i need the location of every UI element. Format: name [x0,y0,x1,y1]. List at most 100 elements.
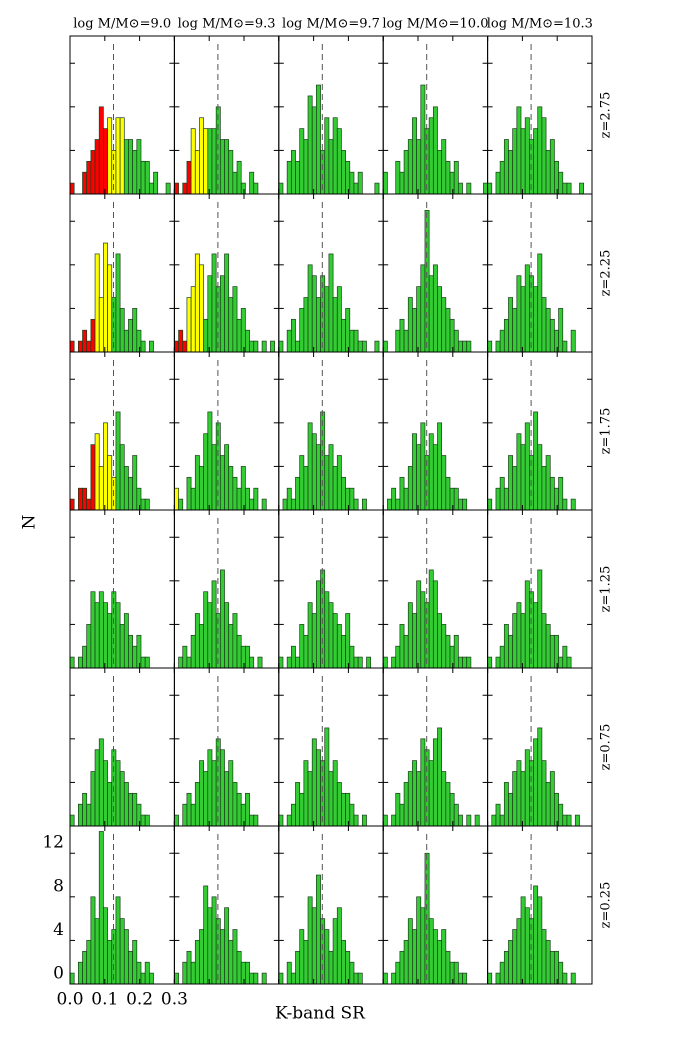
histogram-bar [487,340,493,353]
histogram-bar [420,738,426,827]
histogram-bar [103,602,108,669]
histogram-bar [211,444,217,511]
histogram-bar [458,182,463,195]
histogram-bar [562,645,568,669]
histogram-bar [545,624,551,669]
histogram-bar [399,171,405,195]
histogram-bar [207,128,213,195]
histogram-bar [174,972,179,985]
histogram-bar [328,444,334,511]
histogram-bar [449,645,455,669]
histogram-bar [441,139,447,195]
histogram-bar [261,340,267,353]
histogram-bar [499,160,505,195]
histogram-bar [311,738,317,827]
histogram-bar [403,150,409,195]
histogram-bar [290,803,296,827]
histogram-bar [412,433,417,511]
histogram-bar [219,749,225,827]
histogram-bar [86,940,92,985]
histogram-bar [236,318,242,353]
histogram-bar [199,264,204,353]
histogram-bar [299,308,305,353]
histogram-bar [249,972,255,985]
histogram-bar [311,275,317,353]
histogram-bar [512,308,518,353]
histogram-bar [428,918,434,985]
histogram-bar [324,591,330,669]
histogram-bar [357,340,363,353]
histogram-bar [416,444,422,511]
histogram-bar [148,972,154,985]
histogram-bar [549,771,555,827]
histogram-bar [307,896,313,985]
histogram-bar [458,656,463,669]
histogram-bar [336,782,342,827]
histogram-bar [533,602,539,669]
histogram-bar [311,907,317,985]
histogram-bar [407,297,413,353]
histogram-bar [549,318,555,353]
histogram-bar [128,634,133,669]
histogram-bar [165,182,171,195]
histogram-bar [524,749,530,827]
histogram-bar [107,264,113,353]
histogram-bar [336,286,342,353]
histogram-bar [458,814,463,827]
histogram-bar [86,160,92,195]
histogram-bar [199,760,204,827]
histogram-bar [524,117,530,195]
histogram-bar [240,961,246,985]
histogram-bar [190,286,196,353]
histogram-bar [341,318,346,353]
histogram-bar [123,929,129,985]
histogram-bar [224,602,230,669]
histogram-bar [123,613,129,669]
histogram-bar [103,422,108,511]
histogram-bar [562,340,568,353]
histogram-bar [387,498,392,511]
histogram-bar [136,961,142,985]
histogram-bar [316,444,321,511]
histogram-bar [382,656,388,669]
histogram-bar [545,455,551,511]
histogram-bar [316,874,321,985]
histogram-bar [437,286,443,353]
histogram-bar [148,182,154,195]
histogram-bar [86,803,92,827]
histogram-bar [228,150,234,195]
histogram-bar [123,139,129,195]
histogram-bar [290,972,296,985]
histogram-bar [299,929,305,985]
histogram-bar [357,171,363,195]
histogram-bar [453,329,459,353]
histogram-bar [432,264,438,353]
histogram-bar [483,182,488,195]
histogram-bar [495,656,501,669]
histogram-bar [399,624,405,669]
histogram-bar [203,433,209,511]
histogram-bar [503,782,509,827]
histogram-bar [303,466,309,511]
histogram-bar [119,918,125,985]
histogram-bar [78,803,83,827]
histogram-bar [115,117,121,195]
histogram-bar [232,782,238,827]
histogram-bar [336,128,342,195]
histogram-bar [186,297,192,353]
histogram-bar [374,182,380,195]
histogram-bar [86,498,92,511]
histogram-bar [345,950,351,985]
x-tick-label: 0.3 [161,990,188,1010]
histogram-bar [132,792,138,827]
histogram-bar [253,182,259,195]
histogram-bar [69,972,75,985]
histogram-bar [78,656,83,669]
histogram-bar [307,422,313,511]
histogram-bar [545,940,551,985]
histogram-bar [558,803,564,827]
histogram-bar [103,760,108,827]
histogram-bar [416,286,422,353]
histogram-bar [278,656,284,669]
histogram-bar [199,466,204,511]
